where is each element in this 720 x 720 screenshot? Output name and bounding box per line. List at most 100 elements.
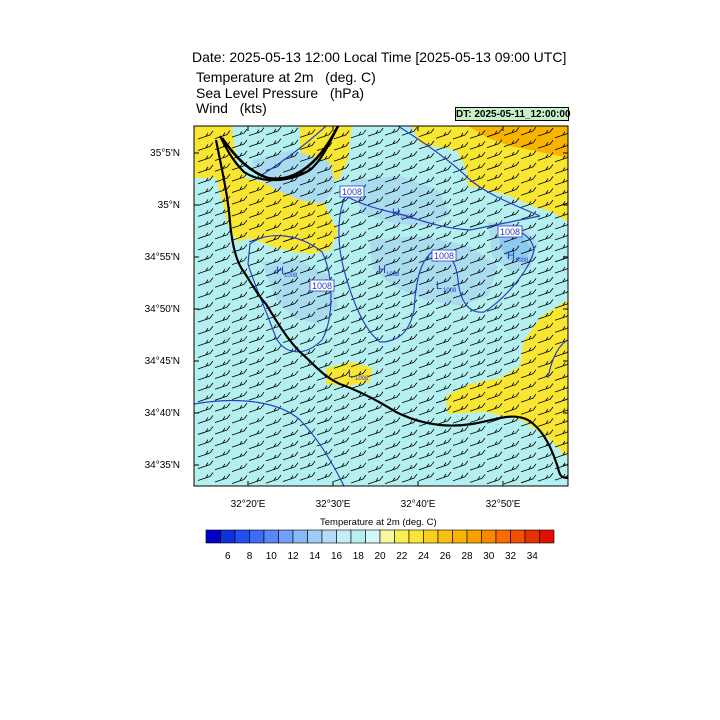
wind-barb — [520, 222, 537, 232]
wind-barb — [520, 333, 537, 343]
wind-barb — [299, 264, 316, 274]
wind-barb — [401, 429, 418, 439]
wind-barb — [231, 475, 248, 484]
svg-text:H: H — [392, 207, 400, 219]
wind-barb — [435, 209, 452, 218]
wind-barb — [401, 127, 418, 136]
wind-barb — [520, 299, 537, 309]
wind-barb — [469, 130, 486, 139]
wind-barb — [333, 152, 350, 162]
wind-barb — [248, 391, 265, 401]
wind-barb — [282, 127, 299, 137]
wind-barb — [537, 310, 554, 320]
wind-barb — [520, 126, 537, 136]
colorbar-swatch — [466, 529, 482, 544]
wind-barb — [520, 138, 537, 148]
wind-barb — [537, 265, 554, 275]
wind-barb — [469, 359, 486, 368]
wind-barb — [299, 141, 316, 150]
wind-barb — [418, 439, 435, 449]
wind-barb — [265, 210, 282, 220]
wind-barb — [435, 141, 452, 151]
wind-barb — [299, 299, 316, 309]
high-pressure-center: H 1008 — [378, 264, 400, 278]
wind-barb — [350, 279, 367, 289]
wind-barb — [469, 242, 486, 252]
wind-barb — [503, 197, 520, 207]
wind-barb — [214, 254, 231, 264]
wind-barb — [537, 462, 554, 471]
wind-barb — [214, 381, 231, 390]
wind-barb — [350, 474, 367, 484]
wind-barb — [469, 380, 486, 390]
latitude-label: 35°5'N — [150, 148, 180, 159]
wind-barb — [384, 161, 401, 171]
wind-barb — [350, 402, 367, 412]
wind-barb — [486, 439, 503, 448]
wind-barb — [384, 322, 401, 332]
wind-barb — [435, 336, 452, 346]
wind-barb — [486, 451, 503, 461]
wind-barb — [384, 417, 401, 426]
colorbar-tick-label: 30 — [483, 551, 495, 562]
wind-barb — [214, 303, 231, 312]
wind-barb — [231, 219, 248, 229]
wind-barb — [265, 186, 282, 196]
wind-barb — [299, 471, 316, 481]
wind-barb — [299, 439, 316, 448]
wind-barb — [367, 127, 384, 137]
wind-barb — [537, 127, 554, 137]
wind-barb — [197, 164, 214, 174]
wind-barb — [418, 199, 435, 209]
colorbar-swatch — [292, 529, 308, 544]
wind-barb — [503, 392, 520, 401]
wind-barb — [282, 211, 299, 220]
wind-barb — [265, 429, 282, 439]
wind-barb — [299, 406, 316, 416]
wind-barb — [469, 337, 486, 346]
map-frame — [193, 125, 569, 487]
svg-text:1008: 1008 — [355, 376, 369, 382]
wind-barb — [520, 278, 537, 287]
wind-barb — [282, 322, 299, 332]
wind-barb — [452, 130, 469, 140]
wind-barb — [333, 230, 350, 239]
wind-barb — [537, 188, 554, 197]
wind-barb — [384, 234, 401, 243]
wind-barb — [520, 267, 537, 277]
wind-barb — [469, 391, 486, 401]
wind-barb — [197, 241, 214, 251]
wind-barb — [333, 130, 350, 140]
wind-barb — [214, 279, 231, 288]
wind-barb — [214, 461, 231, 471]
wind-barb — [401, 441, 418, 450]
wind-barb — [197, 208, 214, 217]
wind-barb — [282, 394, 299, 404]
wind-barb — [435, 471, 452, 481]
wind-barb — [197, 230, 214, 239]
wind-barb — [265, 463, 282, 473]
wind-barb — [469, 255, 486, 264]
colorbar-swatch — [249, 529, 265, 544]
wind-barb — [316, 471, 333, 481]
wind-barb — [469, 151, 486, 161]
latitude-label: 34°55'N — [144, 252, 180, 263]
wind-barb — [520, 199, 537, 208]
wind-barb — [333, 337, 350, 347]
wind-barb — [333, 302, 350, 312]
wind-barb — [350, 450, 367, 460]
wind-barb — [350, 347, 367, 357]
wind-barb — [486, 346, 503, 356]
wind-barb — [367, 345, 384, 355]
wind-barb — [197, 219, 214, 228]
wind-barb — [452, 196, 469, 206]
wind-barb — [248, 440, 265, 450]
wind-barb — [435, 383, 452, 393]
wind-barb — [486, 128, 503, 138]
svg-text:H: H — [276, 265, 284, 277]
colorbar-tick-label: 16 — [330, 551, 343, 562]
wind-barb — [197, 448, 214, 458]
wind-barb — [248, 149, 265, 159]
isobar-label: 1008 — [309, 279, 335, 292]
wind-barb — [231, 207, 248, 217]
